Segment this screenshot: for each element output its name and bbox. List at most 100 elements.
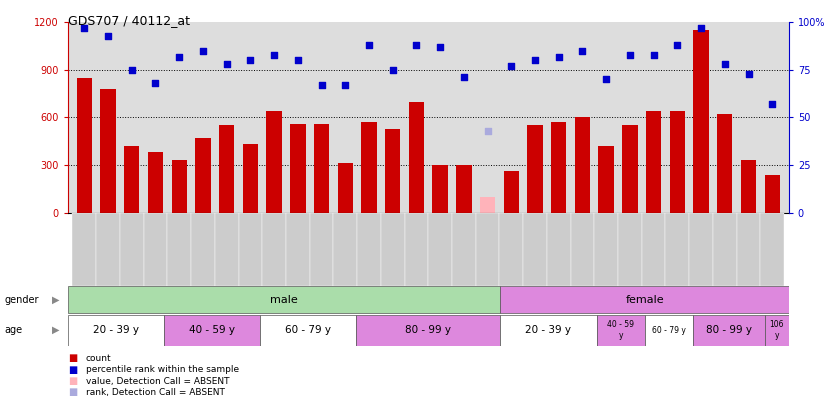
Bar [243,145,258,213]
Text: gender: gender [4,295,39,305]
Text: 80 - 99 y: 80 - 99 y [705,325,752,335]
Bar [68,286,501,313]
Text: ■: ■ [68,376,77,386]
Text: value, Detection Call = ABSENT: value, Detection Call = ABSENT [86,377,230,386]
Bar [599,146,614,213]
Bar [504,171,519,213]
Text: ▶: ▶ [52,325,59,335]
Bar [100,89,116,213]
Point [78,25,91,31]
Bar [433,165,448,213]
Bar [547,213,571,286]
Bar [144,213,168,286]
Bar [644,315,693,345]
Text: 80 - 99 y: 80 - 99 y [406,325,451,335]
Bar [381,213,405,286]
Point [481,128,494,134]
Text: ■: ■ [68,354,77,363]
Point [695,25,708,31]
Bar [501,315,596,345]
Bar [77,78,92,213]
Text: ■: ■ [68,388,77,397]
Point [600,76,613,83]
Bar [622,126,638,213]
Text: age: age [4,325,22,335]
Bar [385,128,401,213]
Bar [596,315,644,345]
Text: 20 - 39 y: 20 - 39 y [93,325,139,335]
Text: count: count [86,354,112,363]
Bar [219,126,235,213]
Point [173,53,186,60]
Bar [765,315,789,345]
Text: female: female [625,295,664,305]
Point [505,63,518,69]
Point [315,82,328,88]
Bar [124,146,140,213]
Point [197,48,210,54]
Bar [120,213,144,286]
Bar [523,213,547,286]
Bar [642,213,666,286]
Bar [172,160,187,213]
Bar [737,213,761,286]
Text: percentile rank within the sample: percentile rank within the sample [86,365,239,374]
Bar [262,213,286,286]
Text: 106
y: 106 y [770,320,784,340]
Bar [761,213,784,286]
Bar [595,213,618,286]
Point [292,57,305,64]
Point [458,74,471,81]
Text: 60 - 79 y: 60 - 79 y [285,325,331,335]
Bar [765,175,780,213]
Bar [356,315,501,345]
Bar [168,213,191,286]
Text: GDS707 / 40112_at: GDS707 / 40112_at [68,14,190,27]
Point [647,51,660,58]
Bar [717,114,733,213]
Bar [689,213,713,286]
Text: ▶: ▶ [52,295,59,305]
Point [434,44,447,50]
Bar [195,138,211,213]
Point [386,67,399,73]
Bar [239,213,262,286]
Text: 40 - 59
y: 40 - 59 y [607,320,634,340]
Point [624,51,637,58]
Bar [571,213,595,286]
Point [576,48,589,54]
Point [529,57,542,64]
Point [244,57,257,64]
Bar [409,102,424,213]
Point [766,101,779,107]
Bar [646,111,662,213]
Bar [666,213,689,286]
Bar [361,122,377,213]
Point [742,70,755,77]
Bar [405,213,428,286]
Point [339,82,352,88]
Point [220,61,233,67]
Bar [618,213,642,286]
Bar [73,213,96,286]
Point [718,61,731,67]
Bar [310,213,334,286]
Point [671,42,684,48]
Bar [670,111,685,213]
Bar [713,213,737,286]
Bar [480,197,496,213]
Text: male: male [270,295,298,305]
Bar [267,111,282,213]
Point [410,42,423,48]
Text: 40 - 59 y: 40 - 59 y [189,325,235,335]
Bar [500,213,523,286]
Point [149,80,162,86]
Bar [260,315,356,345]
Bar [527,126,543,213]
Bar [501,286,789,313]
Bar [575,117,590,213]
Bar [68,315,164,345]
Bar [290,124,306,213]
Bar [164,315,260,345]
Bar [148,152,164,213]
